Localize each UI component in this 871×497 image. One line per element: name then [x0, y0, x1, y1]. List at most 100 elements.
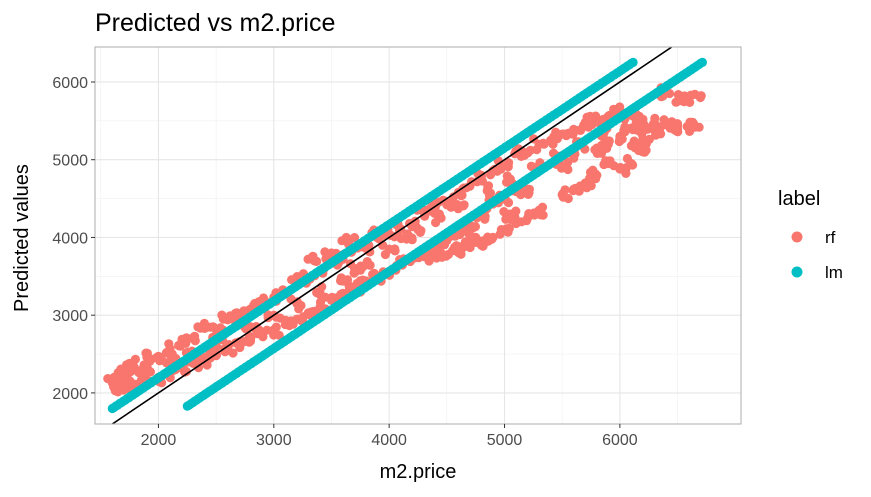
- rf-point-fill: [294, 304, 304, 314]
- rf-point-fill: [620, 127, 630, 137]
- rf-point-fill: [456, 244, 466, 254]
- rf-point-fill: [487, 234, 497, 244]
- rf-point-fill: [311, 256, 321, 266]
- rf-point-fill: [415, 227, 425, 237]
- rf-point-fill: [327, 292, 337, 302]
- rf-point-fill: [551, 127, 561, 137]
- y-axis-label: Predicted values: [11, 164, 33, 312]
- rf-point-fill: [245, 336, 256, 346]
- rf-point-fill: [230, 308, 241, 318]
- rf-point-fill: [504, 223, 514, 233]
- legend-title: label: [778, 188, 820, 210]
- rf-point-fill: [526, 161, 537, 171]
- x-tick-label-2000: 2000: [141, 432, 177, 449]
- rf-point-fill: [621, 164, 631, 174]
- rf-point-fill: [587, 120, 597, 130]
- rf-point-fill: [598, 115, 608, 125]
- rf-point-fill: [380, 249, 390, 260]
- rf-point-fill: [548, 139, 558, 149]
- rf-point-fill: [568, 129, 578, 139]
- rf-point-fill: [637, 126, 647, 136]
- legend: label rf lm: [778, 188, 843, 282]
- rf-point-fill: [152, 352, 162, 363]
- rf-point-fill: [342, 275, 353, 285]
- rf-point-fill: [228, 348, 238, 358]
- rf-point-fill: [617, 134, 627, 144]
- rf-point-fill: [449, 192, 459, 202]
- rf-point-fill: [193, 322, 203, 332]
- rf-point-fill: [130, 354, 140, 364]
- rf-point-fill: [474, 236, 485, 246]
- rf-point-fill: [563, 157, 573, 167]
- rf-point-fill: [457, 190, 467, 200]
- rf-point-fill: [420, 211, 430, 221]
- rf-point-fill: [628, 125, 638, 135]
- rf-point-fill: [307, 307, 317, 317]
- x-axis-ticks: 2000 3000 4000 5000 6000: [141, 424, 638, 449]
- y-tick-label-3000: 3000: [52, 308, 88, 325]
- rf-point-fill: [271, 322, 281, 332]
- rf-point-fill: [239, 306, 249, 316]
- rf-point-fill: [686, 91, 696, 101]
- x-tick-label-5000: 5000: [487, 432, 523, 449]
- legend-key-lm: [791, 266, 803, 278]
- rf-point-fill: [659, 115, 669, 125]
- rf-point-fill: [320, 247, 330, 257]
- rf-point-fill: [390, 246, 400, 256]
- rf-point-fill: [275, 313, 285, 323]
- rf-point-fill: [656, 129, 666, 139]
- series-lm: [107, 57, 708, 414]
- rf-point-fill: [641, 145, 651, 155]
- y-tick-label-6000: 6000: [52, 75, 88, 92]
- legend-label-lm: lm: [825, 263, 843, 282]
- rf-point-fill: [560, 185, 570, 195]
- chart-title: Predicted vs m2.price: [95, 9, 335, 37]
- rf-point-fill: [430, 208, 440, 218]
- rf-point-fill: [496, 164, 506, 174]
- x-tick-label-3000: 3000: [256, 432, 292, 449]
- rf-point-fill: [538, 138, 548, 148]
- legend-label-rf: rf: [825, 228, 836, 247]
- rf-point-fill: [349, 233, 360, 243]
- rf-point-fill: [121, 378, 131, 388]
- rf-point-fill: [622, 153, 633, 164]
- rf-point-fill: [396, 233, 406, 244]
- rf-point-fill: [312, 288, 322, 298]
- rf-point-fill: [501, 214, 511, 224]
- rf-point-fill: [202, 360, 212, 370]
- rf-point-fill: [235, 339, 246, 349]
- rf-point-fill: [563, 164, 573, 175]
- rf-point-fill: [590, 145, 600, 155]
- rf-point-fill: [588, 165, 598, 175]
- rf-point-fill: [431, 217, 441, 228]
- rf-point-fill: [435, 250, 446, 260]
- rf-point-fill: [181, 366, 191, 377]
- rf-point-fill: [672, 119, 683, 129]
- rf-point-fill: [536, 210, 546, 220]
- rf-point-fill: [110, 386, 120, 396]
- rf-point-fill: [532, 145, 542, 155]
- rf-point-fill: [605, 156, 615, 166]
- rf-point-fill: [298, 312, 308, 322]
- rf-point-fill: [585, 173, 595, 183]
- x-tick-label-4000: 4000: [371, 432, 407, 449]
- rf-point-fill: [453, 204, 463, 214]
- rf-point-fill: [466, 232, 476, 242]
- rf-point-fill: [511, 206, 521, 216]
- rf-point-fill: [164, 339, 174, 349]
- lm-point-band1-b140: [697, 57, 708, 67]
- rf-point-fill: [103, 374, 113, 384]
- rf-point-fill: [688, 119, 699, 129]
- rf-point-fill: [516, 151, 526, 161]
- rf-point-fill: [650, 113, 660, 123]
- rf-point-fill: [499, 207, 509, 217]
- rf-point-fill: [673, 90, 683, 100]
- rf-point-fill: [407, 233, 417, 243]
- rf-point-fill: [352, 278, 362, 288]
- rf-point-fill: [161, 358, 171, 368]
- y-axis-ticks: 2000 3000 4000 5000 6000: [52, 75, 95, 403]
- rf-point-fill: [504, 158, 514, 168]
- rf-point-fill: [114, 373, 124, 383]
- identity-line: [111, 47, 673, 424]
